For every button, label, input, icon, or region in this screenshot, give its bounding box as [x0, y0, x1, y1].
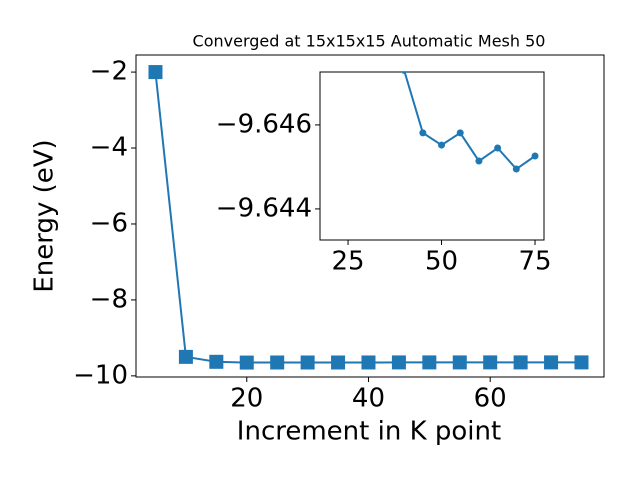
y-axis-label: Energy (eV): [30, 139, 60, 292]
x-tick-label: 20: [230, 384, 263, 414]
marker: [483, 355, 498, 370]
marker: [401, 72, 408, 74]
marker: [331, 355, 346, 370]
y-tick-label: −8: [90, 284, 128, 314]
x-tick-label: 75: [518, 247, 551, 277]
marker: [574, 355, 589, 370]
marker: [361, 355, 376, 370]
y-tick-label: −2: [90, 57, 128, 87]
marker: [178, 349, 193, 364]
marker: [512, 165, 520, 173]
marker: [270, 355, 285, 370]
y-tick-label: −6: [90, 208, 128, 238]
plot-area: [319, 71, 545, 241]
marker: [239, 355, 254, 370]
x-tick-label: 40: [352, 384, 385, 414]
marker: [148, 65, 163, 80]
marker: [391, 355, 406, 370]
marker: [531, 152, 539, 160]
y-tick-label: −9.646: [216, 109, 312, 139]
series-line: [403, 72, 536, 171]
marker: [209, 354, 224, 369]
marker: [300, 355, 315, 370]
x-axis-label: Increment in K point: [237, 417, 501, 447]
y-tick-label: −10: [73, 360, 128, 390]
chart-title: Converged at 15x15x15 Automatic Mesh 50: [193, 32, 546, 51]
x-tick-label: 25: [331, 247, 364, 277]
x-tick-label: 60: [474, 384, 507, 414]
marker: [452, 355, 467, 370]
marker: [513, 355, 528, 370]
series: [148, 65, 589, 370]
y-tick-label: −9.644: [216, 193, 312, 223]
marker: [422, 355, 437, 370]
y-tick-label: −4: [90, 133, 128, 163]
marker: [544, 355, 559, 370]
marker: [494, 144, 502, 152]
marker: [438, 141, 446, 149]
marker: [419, 129, 427, 137]
series: [401, 72, 539, 173]
marker: [456, 129, 464, 137]
marker: [475, 157, 483, 165]
x-tick-label: 50: [425, 247, 458, 277]
